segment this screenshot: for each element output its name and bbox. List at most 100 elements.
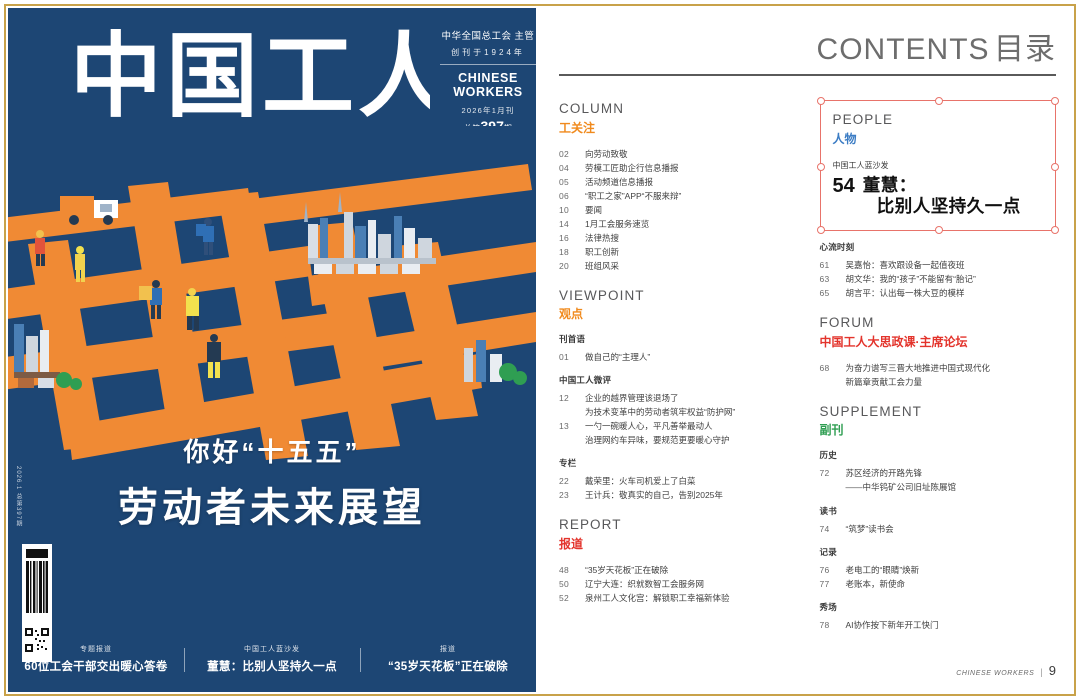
contents-entry[interactable]: 50 辽宁大连：织就数智工会服务网 <box>559 577 792 591</box>
people-title-line1: 董慧： <box>862 174 917 195</box>
contents-entry[interactable]: 77 老账本，新使命 <box>820 577 1057 591</box>
contents-section: 心流时刻 61 吴嘉怡：喜欢跟设备一起值夜班 63 胡文华：我的“孩子”不能留有“胎记”… <box>820 241 1057 300</box>
contents-section: FORUM 中国工人大思政课·主席论坛 68 为奋力谱写三晋大地推进中国式现代化 新篇章… <box>820 314 1057 389</box>
entry-title: 班组风采 <box>585 260 620 271</box>
entry-subtitle: 治理网约车异味，要规范更要暖心守护 <box>585 435 730 446</box>
section-title-en: FORUM <box>819 315 875 331</box>
entry-title: 胡文华：我的“孩子”不能留有“胎记” <box>845 274 976 285</box>
selection-handle[interactable] <box>1051 226 1059 235</box>
entry-page-number: 18 <box>559 246 570 257</box>
selection-handle[interactable] <box>816 97 825 105</box>
contents-entry[interactable]: 74 “筑梦”读书会 <box>820 522 1057 536</box>
section-title-en: COLUMN <box>559 101 625 116</box>
section-title-cn: 人物 <box>832 131 857 146</box>
contents-group: 秀场 78 AI协作按下新年开工快门 <box>820 601 1057 632</box>
contents-entry[interactable]: 52 泉州工人文化宫：解锁职工幸福新体验 <box>559 591 792 605</box>
entry-title: 老电工的“眼睛”焕新 <box>845 564 920 575</box>
entry-title: 吴嘉怡：喜欢跟设备一起值夜班 <box>845 260 965 271</box>
entry-title: 法律热搜 <box>585 232 620 243</box>
contents-entry[interactable]: 10 要闻 <box>559 203 792 217</box>
people-title-line2: 比别人坚持久一点 <box>876 196 1021 217</box>
contents-group: 48 “35岁天花板”正在破除 50 辽宁大连：织就数智工会服务网 52 泉州工人文化宫：… <box>559 563 792 605</box>
contents-entry[interactable]: 06 “职工之家”APP“不服来辩” <box>559 189 792 203</box>
selection-handle[interactable] <box>816 226 825 235</box>
contents-group: 历史 72 苏区经济的开路先锋 ——中华钨矿公司旧址陈展馆 <box>820 449 1057 494</box>
people-headline[interactable]: 54 董慧： 比别人坚持久一点 <box>833 175 1046 219</box>
contents-page: CONTENTS 目录 COLUMN 工关注 02 向劳动致敬 04 劳模工匠助企行信息播… <box>545 8 1072 692</box>
contents-group: 68 为奋力谱写三晋大地推进中国式现代化 新篇章贡献工会力量 <box>820 361 1057 389</box>
contents-entry[interactable]: 04 劳模工匠助企行信息播报 <box>559 161 792 175</box>
entry-title: AI协作按下新年开工快门 <box>845 619 939 630</box>
contents-entry[interactable]: 23 王计兵：敬真实的自己，告别2025年 <box>559 488 792 502</box>
cover-highlight-strip: 专题报道 60位工会干部交出暖心答卷 中国工人蓝沙发 董慧：比别人坚持久一点 报… <box>8 644 536 674</box>
entry-page-number: 68 <box>819 362 830 373</box>
spine-text: 2026.1 总第397期 <box>15 465 21 527</box>
cover-title-line2: 劳动者未来展望 <box>118 486 426 530</box>
contents-group: 专栏 22 戴荣里：火车司机爱上了白菜 23 王计兵：敬真实的自己，告别2025年 <box>559 457 792 502</box>
entry-page-number: 61 <box>819 260 830 271</box>
entry-page-number: 22 <box>559 476 570 487</box>
entry-page-number: 72 <box>819 468 830 479</box>
contents-group: 记录 76 老电工的“眼睛”焕新 77 老账本，新使命 <box>820 546 1057 591</box>
contents-entry[interactable]: 76 老电工的“眼睛”焕新 <box>820 563 1057 577</box>
contents-entry[interactable]: 12 企业的越界管理该退场了 <box>559 391 792 405</box>
contents-entry[interactable]: 48 “35岁天花板”正在破除 <box>559 563 792 577</box>
people-section-selected[interactable]: PEOPLE 人物 中国工人蓝沙发 54 董慧： 比别人坚持久一点 <box>816 97 1059 235</box>
contents-entry[interactable]: 05 活动频道信息播报 <box>559 175 792 189</box>
contents-section: VIEWPOINT 观点 刊首语 01 做自己的“主理人” 中国工人微评 12 企业的越界管理… <box>559 287 792 503</box>
selection-handle[interactable] <box>934 226 943 235</box>
section-title-cn: 观点 <box>559 307 584 322</box>
selection-handle[interactable] <box>816 162 825 171</box>
imprint-issue-date: 2026年1月刊 <box>461 106 515 115</box>
entry-title: “职工之家”APP“不服来辩” <box>585 190 682 201</box>
cover-illustration <box>8 126 536 474</box>
contents-entry[interactable]: 18 职工创新 <box>559 245 792 259</box>
contents-entry[interactable]: 68 为奋力谱写三晋大地推进中国式现代化 <box>820 361 1057 375</box>
entry-page-number: 12 <box>559 393 570 404</box>
cover-strip-kicker: 专题报道 <box>80 646 112 653</box>
contents-entry[interactable]: 13 一勺一碗暖人心，平凡善举最动人 <box>559 419 792 433</box>
section-title-cn: 中国工人大思政课·主席论坛 <box>819 334 968 349</box>
contents-entry[interactable]: 78 AI协作按下新年开工快门 <box>820 618 1057 632</box>
barcode <box>22 544 52 662</box>
magazine-cover: 中国工人 中华全国总工会 主管 创刊于1924年 CHINESE WORKERS… <box>8 8 536 692</box>
selection-handle[interactable] <box>934 97 943 105</box>
people-title: 董慧： 比别人坚持久一点 <box>863 175 1021 219</box>
group-title: 心流时刻 <box>819 242 855 253</box>
contents-entry[interactable]: 20 班组风采 <box>559 259 792 273</box>
selection-handle[interactable] <box>1051 97 1059 105</box>
entry-title: 老账本，新使命 <box>845 578 906 589</box>
contents-group: 02 向劳动致敬 04 劳模工匠助企行信息播报 05 活动频道信息播报 06 “职工之家”AP… <box>559 147 792 273</box>
entry-page-number: 76 <box>819 564 830 575</box>
contents-entry[interactable]: 01 做自己的“主理人” <box>559 350 792 364</box>
contents-entry[interactable]: 61 吴嘉怡：喜欢跟设备一起值夜班 <box>820 258 1057 272</box>
contents-entry[interactable]: 22 戴荣里：火车司机爱上了白菜 <box>559 474 792 488</box>
contents-column-left: COLUMN 工关注 02 向劳动致敬 04 劳模工匠助企行信息播报 05 活动频道信息播报 0… <box>559 100 808 652</box>
entry-page-number: 78 <box>819 619 830 630</box>
contents-entry[interactable]: 65 胡言平：认出每一株大豆的模样 <box>820 286 1057 300</box>
group-title: 刊首语 <box>559 334 586 345</box>
contents-entry[interactable]: 14 1月工会服务速览 <box>559 217 792 231</box>
contents-entry[interactable]: 72 苏区经济的开路先锋 <box>820 466 1057 480</box>
contents-entry[interactable]: 63 胡文华：我的“孩子”不能留有“胎记” <box>820 272 1057 286</box>
footer-publication: CHINESE WORKERS <box>956 670 1035 677</box>
footer-page-number: 9 <box>1048 663 1056 678</box>
group-title: 记录 <box>819 546 837 557</box>
entry-subtitle: 为技术变革中的劳动者筑牢权益“防护网” <box>585 407 736 418</box>
contents-section: REPORT 报道 48 “35岁天花板”正在破除 50 辽宁大连：织就数智工会服务网 52… <box>559 516 792 605</box>
svg-text:中国工人: 中国工人 <box>70 26 430 128</box>
section-title-en: VIEWPOINT <box>559 287 645 303</box>
entry-page-number: 23 <box>559 490 570 501</box>
selection-handle[interactable] <box>1051 162 1059 171</box>
contents-entry[interactable]: 16 法律热搜 <box>559 231 792 245</box>
section-title-cn: 副刊 <box>819 423 844 438</box>
cover-title: 你好“十五五” 劳动者未来展望 <box>8 432 536 533</box>
qr-code <box>25 628 49 652</box>
entry-page-number: 48 <box>559 564 570 575</box>
entry-title: “35岁天花板”正在破除 <box>585 564 669 575</box>
section-title-en: SUPPLEMENT <box>819 403 923 419</box>
entry-title: 为奋力谱写三晋大地推进中国式现代化 <box>845 362 991 373</box>
entry-title: 要闻 <box>585 204 603 215</box>
contents-entry[interactable]: 02 向劳动致敬 <box>559 147 792 161</box>
